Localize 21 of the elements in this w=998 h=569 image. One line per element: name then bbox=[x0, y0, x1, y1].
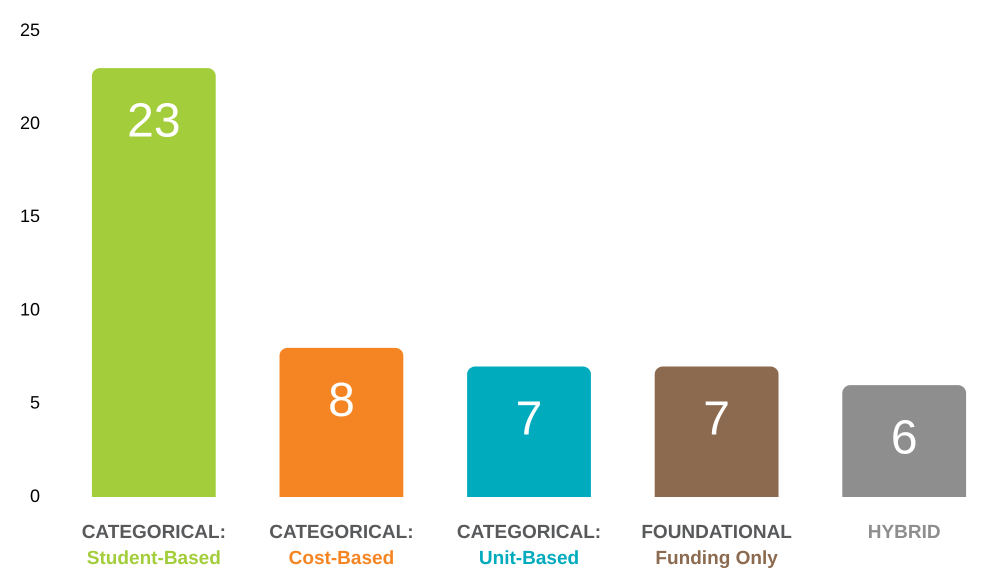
bar bbox=[92, 68, 216, 497]
y-tick-label: 15 bbox=[20, 206, 40, 226]
y-tick-label: 5 bbox=[30, 392, 40, 413]
data-label: 7 bbox=[516, 392, 542, 446]
bar bbox=[280, 348, 404, 497]
x-tick-label: FOUNDATIONAL Funding Only bbox=[641, 522, 792, 569]
bar bbox=[467, 366, 591, 497]
bar bbox=[842, 385, 966, 497]
x-tick-label: CATEGORICAL: Unit-Based bbox=[456, 522, 602, 569]
data-label: 23 bbox=[127, 94, 181, 148]
y-tick-label: 0 bbox=[30, 486, 40, 506]
y-tick-label: 25 bbox=[20, 20, 40, 40]
x-tick-label: HYBRID bbox=[868, 522, 941, 544]
data-label: 8 bbox=[328, 374, 355, 428]
y-tick-label: 20 bbox=[20, 113, 40, 134]
y-tick-label: 10 bbox=[20, 299, 40, 320]
data-label: 6 bbox=[890, 411, 918, 464]
x-tick-label: CATEGORICAL: Student-Based bbox=[82, 522, 226, 569]
x-tick-label: CATEGORICAL: Cost-Based bbox=[269, 522, 414, 569]
data-label: 7 bbox=[703, 392, 730, 446]
bar bbox=[654, 366, 779, 497]
